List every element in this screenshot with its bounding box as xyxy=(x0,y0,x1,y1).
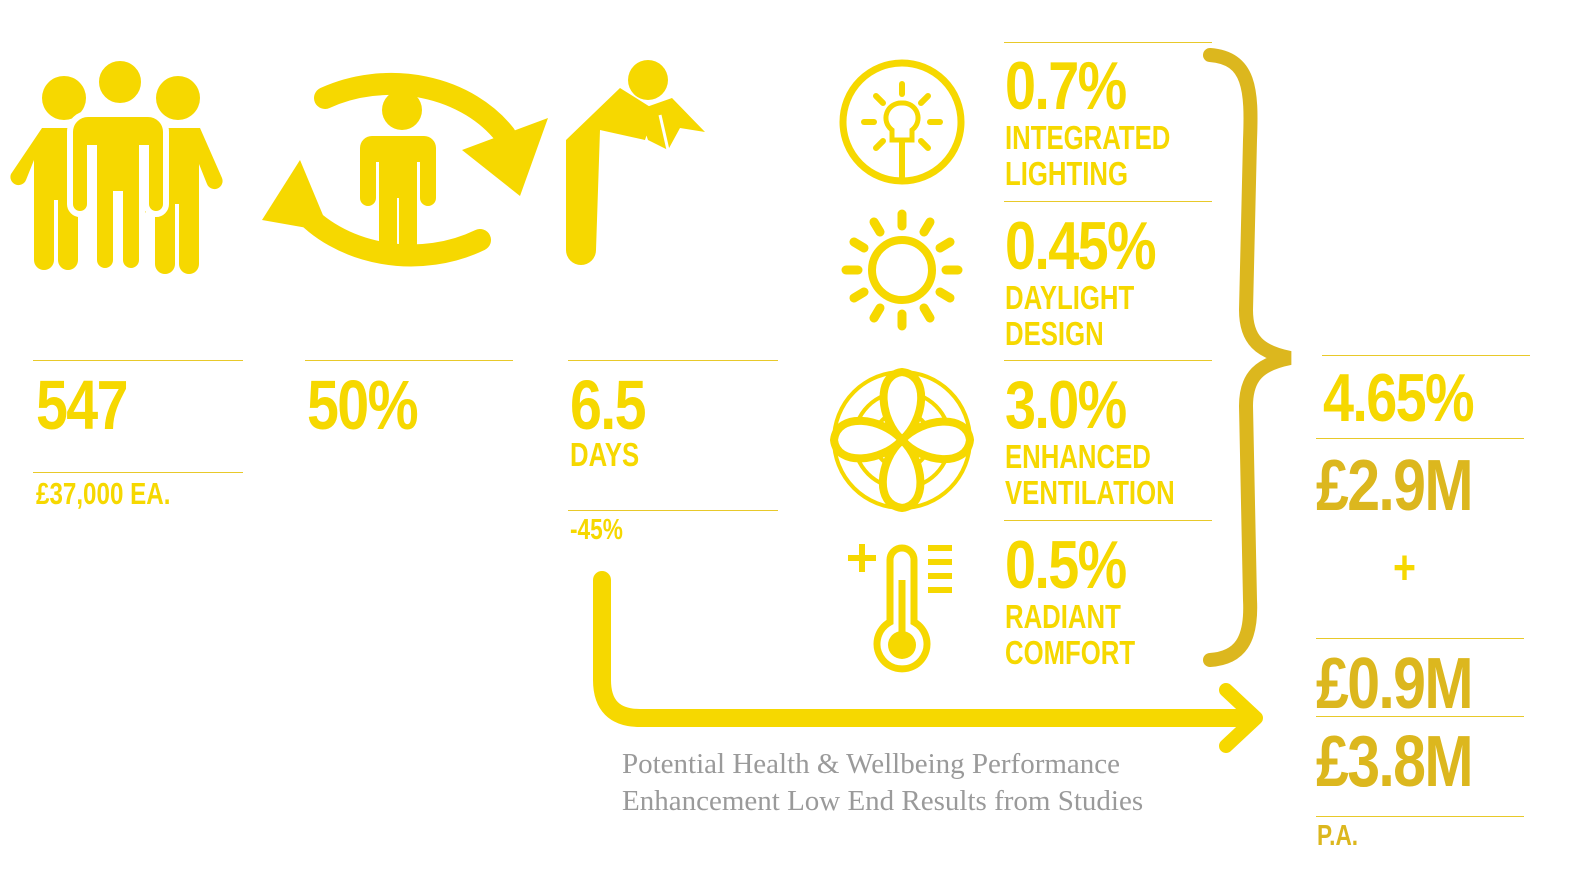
rule-staff-sub xyxy=(33,472,243,473)
factor-label-2: DESIGN xyxy=(1005,315,1104,352)
rule-result-2 xyxy=(1316,638,1524,639)
sickness-reduction: -45% xyxy=(570,514,623,546)
rule-sickness-top xyxy=(568,360,778,361)
sickness-unit: DAYS xyxy=(570,436,640,473)
staff-count: 547 xyxy=(36,366,128,444)
rule-result-0 xyxy=(1322,355,1530,356)
factor-label-2: COMFORT xyxy=(1005,634,1136,671)
staff-salary: £37,000 EA. xyxy=(36,476,171,511)
factor-label-1: RADIANT xyxy=(1005,598,1121,635)
factor-ventilation: 3.0% ENHANCED VENTILATION xyxy=(1005,371,1223,511)
per-annum-label: P.A. xyxy=(1317,820,1359,852)
rule-retention-top xyxy=(305,360,513,361)
productivity-value: £2.9M xyxy=(1316,446,1474,526)
rule-sickness-sub xyxy=(568,510,778,511)
rule-staff-top xyxy=(33,360,243,361)
factor-label-1: DAYLIGHT xyxy=(1005,279,1135,316)
factor-label-2: LIGHTING xyxy=(1005,155,1128,192)
plus-sign: + xyxy=(1393,542,1416,595)
factor-daylight: 0.45% DAYLIGHT DESIGN xyxy=(1005,212,1188,352)
caption-line-2: Enhancement Low End Results from Studies xyxy=(622,785,1144,817)
factor-pct: 0.7% xyxy=(1005,48,1127,124)
rule-factor-1 xyxy=(1004,201,1212,202)
rule-factor-2 xyxy=(1004,360,1212,361)
factor-pct: 0.5% xyxy=(1005,527,1127,603)
factor-label-2: VENTILATION xyxy=(1005,474,1175,511)
rule-result-4 xyxy=(1316,816,1524,817)
caption: Potential Health & Wellbeing Performance… xyxy=(622,746,1143,820)
rule-result-1 xyxy=(1316,438,1524,439)
total-value: £3.8M xyxy=(1316,722,1474,802)
factor-label-1: INTEGRATED xyxy=(1005,119,1171,156)
rule-factor-3 xyxy=(1004,520,1212,521)
factor-pct: 0.45% xyxy=(1005,208,1157,284)
factor-pct: 3.0% xyxy=(1005,367,1127,443)
caption-line-1: Potential Health & Wellbeing Performance xyxy=(622,748,1121,780)
absence-value: £0.9M xyxy=(1316,644,1474,724)
rule-result-3 xyxy=(1316,716,1524,717)
factor-lighting: 0.7% INTEGRATED LIGHTING xyxy=(1005,52,1217,192)
sickness-days: 6.5 xyxy=(570,366,647,444)
factor-radiant: 0.5% RADIANT COMFORT xyxy=(1005,531,1172,671)
rule-factor-0 xyxy=(1004,42,1212,43)
retention-rate: 50% xyxy=(307,366,419,444)
total-percentage: 4.65% xyxy=(1323,360,1475,436)
factor-label-1: ENHANCED xyxy=(1005,438,1151,475)
